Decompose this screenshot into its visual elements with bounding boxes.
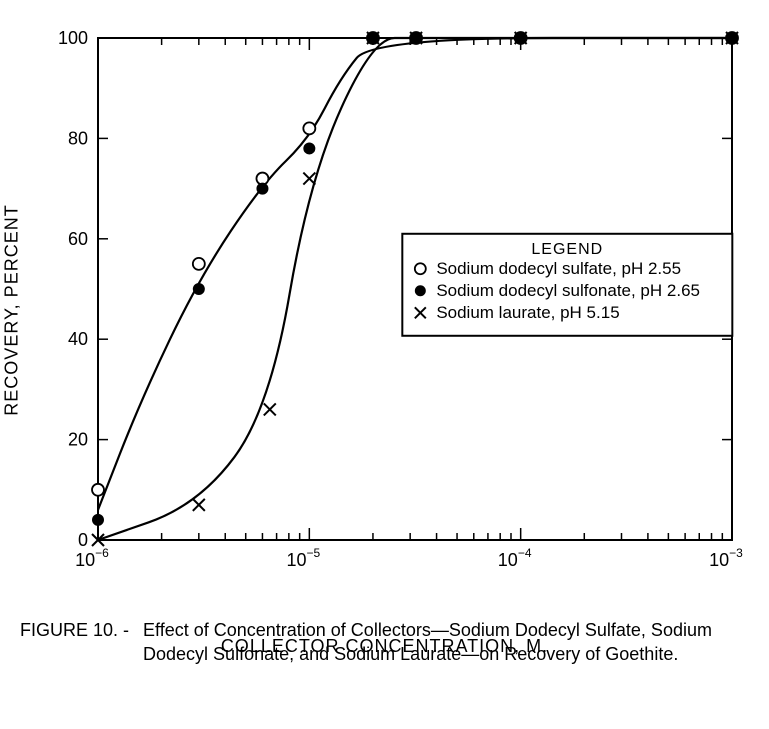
plot-area: RECOVERY, PERCENT 02040608010010−610−510… bbox=[20, 20, 749, 600]
x-axis-label: COLLECTOR CONCENTRATION, M. bbox=[20, 636, 749, 657]
svg-text:LEGEND: LEGEND bbox=[531, 241, 603, 258]
svg-text:Sodium dodecyl sulfonate, pH 2: Sodium dodecyl sulfonate, pH 2.65 bbox=[436, 281, 700, 300]
svg-text:0: 0 bbox=[78, 530, 88, 550]
svg-text:100: 100 bbox=[58, 28, 88, 48]
svg-text:10−3: 10−3 bbox=[709, 546, 743, 570]
legend: LEGENDSodium dodecyl sulfate, pH 2.55 Sod… bbox=[402, 234, 732, 336]
svg-text:40: 40 bbox=[68, 329, 88, 349]
svg-text:20: 20 bbox=[68, 430, 88, 450]
figure-container: RECOVERY, PERCENT 02040608010010−610−510… bbox=[20, 20, 749, 667]
svg-text:Sodium dodecyl sulfate, pH 2.5: Sodium dodecyl sulfate, pH 2.55 bbox=[436, 259, 681, 278]
chart-svg: 02040608010010−610−510−410−3LEGENDSodium… bbox=[20, 20, 749, 600]
svg-text:10−5: 10−5 bbox=[286, 546, 320, 570]
svg-text:10−6: 10−6 bbox=[75, 546, 109, 570]
svg-text:80: 80 bbox=[68, 128, 88, 148]
svg-text:Sodium laurate, pH 5.15: Sodium laurate, pH 5.15 bbox=[436, 303, 619, 322]
svg-text:10−4: 10−4 bbox=[498, 546, 532, 570]
y-axis-label: RECOVERY, PERCENT bbox=[2, 204, 23, 415]
svg-text:60: 60 bbox=[68, 229, 88, 249]
